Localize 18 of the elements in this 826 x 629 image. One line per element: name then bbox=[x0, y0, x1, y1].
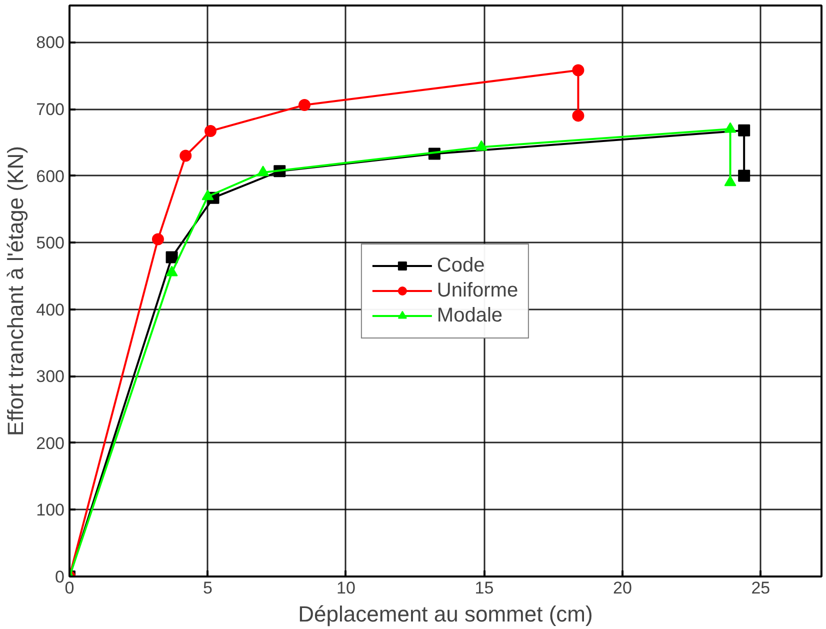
legend-label: Code bbox=[436, 254, 485, 277]
y-tick-label: 200 bbox=[36, 434, 65, 453]
x-tick-label: 5 bbox=[203, 578, 212, 598]
x-tick-label: 25 bbox=[751, 578, 770, 598]
y-tick-label: 700 bbox=[36, 100, 65, 120]
y-tick-label: 400 bbox=[36, 300, 65, 320]
y-tick-label: 600 bbox=[36, 166, 65, 186]
x-tick-label: 20 bbox=[612, 578, 632, 598]
y-tick-label: 100 bbox=[36, 500, 65, 520]
y-axis-title: Effort tranchant à l'étage (KN) bbox=[3, 146, 28, 436]
x-axis-title: Déplacement au sommet (cm) bbox=[298, 602, 593, 626]
y-tick-label: 300 bbox=[36, 367, 65, 386]
y-tick-label: 500 bbox=[36, 234, 65, 253]
x-tick-label: 10 bbox=[336, 578, 356, 598]
legend-label: Uniforme bbox=[436, 279, 518, 302]
y-tick-label: 800 bbox=[36, 33, 65, 52]
x-tick-label: 15 bbox=[474, 578, 494, 598]
legend-label: Modale bbox=[436, 304, 503, 327]
